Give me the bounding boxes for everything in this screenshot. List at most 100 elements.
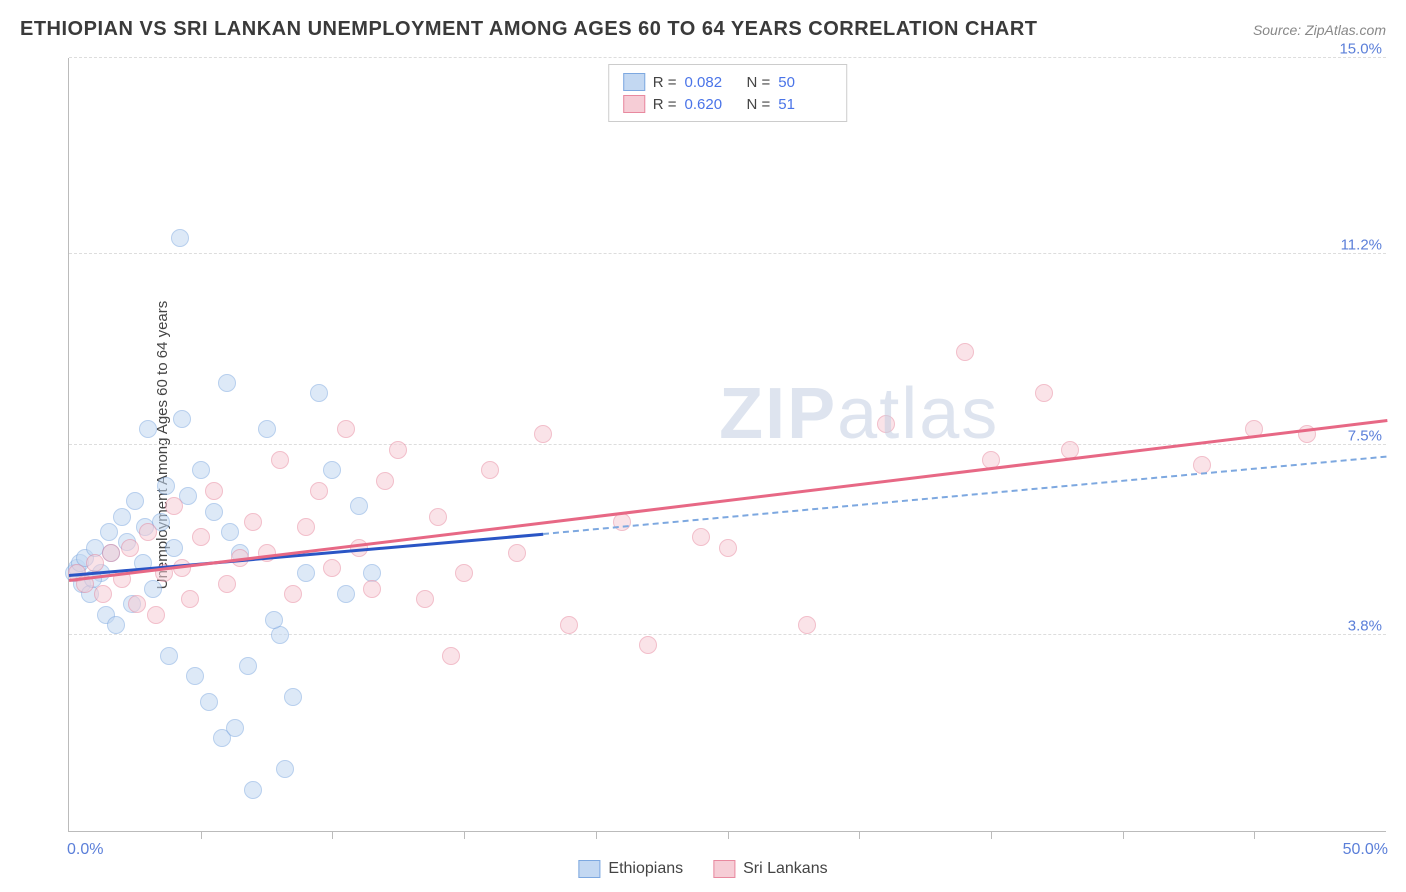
scatter-point (310, 482, 328, 500)
x-tick (332, 831, 333, 839)
n-value: 50 (778, 74, 832, 91)
legend-swatch (623, 95, 645, 113)
x-tick (859, 831, 860, 839)
scatter-point (126, 492, 144, 510)
y-tick-label: 15.0% (1339, 41, 1382, 58)
scatter-point (192, 528, 210, 546)
scatter-point (337, 585, 355, 603)
legend-stats: R = 0.082N = 50R = 0.620N = 51 (608, 64, 848, 122)
scatter-point (956, 343, 974, 361)
legend-swatch (713, 860, 735, 878)
scatter-point (181, 590, 199, 608)
scatter-point (297, 518, 315, 536)
scatter-point (165, 497, 183, 515)
x-tick (596, 831, 597, 839)
scatter-point (389, 441, 407, 459)
legend-stat-row: R = 0.082N = 50 (623, 71, 833, 93)
x-tick (728, 831, 729, 839)
x-tick (1123, 831, 1124, 839)
scatter-point (442, 647, 460, 665)
scatter-point (323, 461, 341, 479)
scatter-point (265, 611, 283, 629)
scatter-point (221, 523, 239, 541)
scatter-point (271, 451, 289, 469)
scatter-point (258, 420, 276, 438)
scatter-point (218, 575, 236, 593)
scatter-point (200, 693, 218, 711)
legend-label: Sri Lankans (743, 860, 828, 878)
scatter-point (165, 539, 183, 557)
scatter-point (276, 760, 294, 778)
scatter-point (271, 626, 289, 644)
legend-item: Sri Lankans (713, 860, 828, 878)
scatter-point (139, 420, 157, 438)
x-tick (201, 831, 202, 839)
scatter-point (226, 719, 244, 737)
plot-region: R = 0.082N = 50R = 0.620N = 51 ZIPatlas … (68, 58, 1386, 832)
legend-stat-row: R = 0.620 N = 51 (623, 93, 833, 115)
scatter-point (877, 415, 895, 433)
scatter-point (337, 420, 355, 438)
scatter-point (1035, 384, 1053, 402)
scatter-point (147, 606, 165, 624)
gridline (69, 57, 1386, 58)
r-label: R = (653, 96, 677, 113)
y-tick-label: 3.8% (1348, 618, 1382, 635)
scatter-point (534, 425, 552, 443)
scatter-point (363, 580, 381, 598)
scatter-point (192, 461, 210, 479)
scatter-point (416, 590, 434, 608)
n-value: 51 (778, 96, 832, 113)
scatter-point (205, 503, 223, 521)
y-tick-label: 7.5% (1348, 427, 1382, 444)
scatter-point (719, 539, 737, 557)
legend-swatch (623, 73, 645, 91)
scatter-point (323, 559, 341, 577)
r-label: R = (653, 74, 677, 91)
scatter-point (113, 508, 131, 526)
scatter-point (128, 595, 146, 613)
scatter-point (692, 528, 710, 546)
scatter-point (244, 781, 262, 799)
scatter-point (186, 667, 204, 685)
chart-area: Unemployment Among Ages 60 to 64 years R… (48, 58, 1386, 832)
x-max-label: 50.0% (1343, 841, 1388, 859)
x-tick (1254, 831, 1255, 839)
scatter-point (139, 523, 157, 541)
scatter-point (86, 554, 104, 572)
scatter-point (481, 461, 499, 479)
chart-title: ETHIOPIAN VS SRI LANKAN UNEMPLOYMENT AMO… (20, 18, 1038, 41)
n-label: N = (747, 74, 771, 91)
scatter-point (429, 508, 447, 526)
y-tick-label: 11.2% (1341, 236, 1382, 253)
scatter-point (160, 647, 178, 665)
x-tick (991, 831, 992, 839)
scatter-point (100, 523, 118, 541)
scatter-point (244, 513, 262, 531)
legend-swatch (578, 860, 600, 878)
watermark: ZIPatlas (719, 373, 999, 455)
scatter-point (798, 616, 816, 634)
r-value: 0.620 (685, 96, 739, 113)
scatter-point (205, 482, 223, 500)
chart-header: ETHIOPIAN VS SRI LANKAN UNEMPLOYMENT AMO… (0, 0, 1406, 53)
scatter-point (508, 544, 526, 562)
gridline (69, 634, 1386, 635)
scatter-point (284, 688, 302, 706)
trend-line-extrapolated (543, 455, 1387, 534)
scatter-point (173, 410, 191, 428)
scatter-point (157, 477, 175, 495)
scatter-point (171, 229, 189, 247)
scatter-point (94, 585, 112, 603)
scatter-point (350, 497, 368, 515)
gridline (69, 253, 1386, 254)
legend-label: Ethiopians (608, 860, 683, 878)
scatter-point (107, 616, 125, 634)
x-tick (464, 831, 465, 839)
scatter-point (102, 544, 120, 562)
source-attribution: Source: ZipAtlas.com (1253, 22, 1386, 38)
scatter-point (297, 564, 315, 582)
legend-series: Ethiopians Sri Lankans (578, 860, 827, 878)
scatter-point (455, 564, 473, 582)
n-label: N = (747, 96, 771, 113)
